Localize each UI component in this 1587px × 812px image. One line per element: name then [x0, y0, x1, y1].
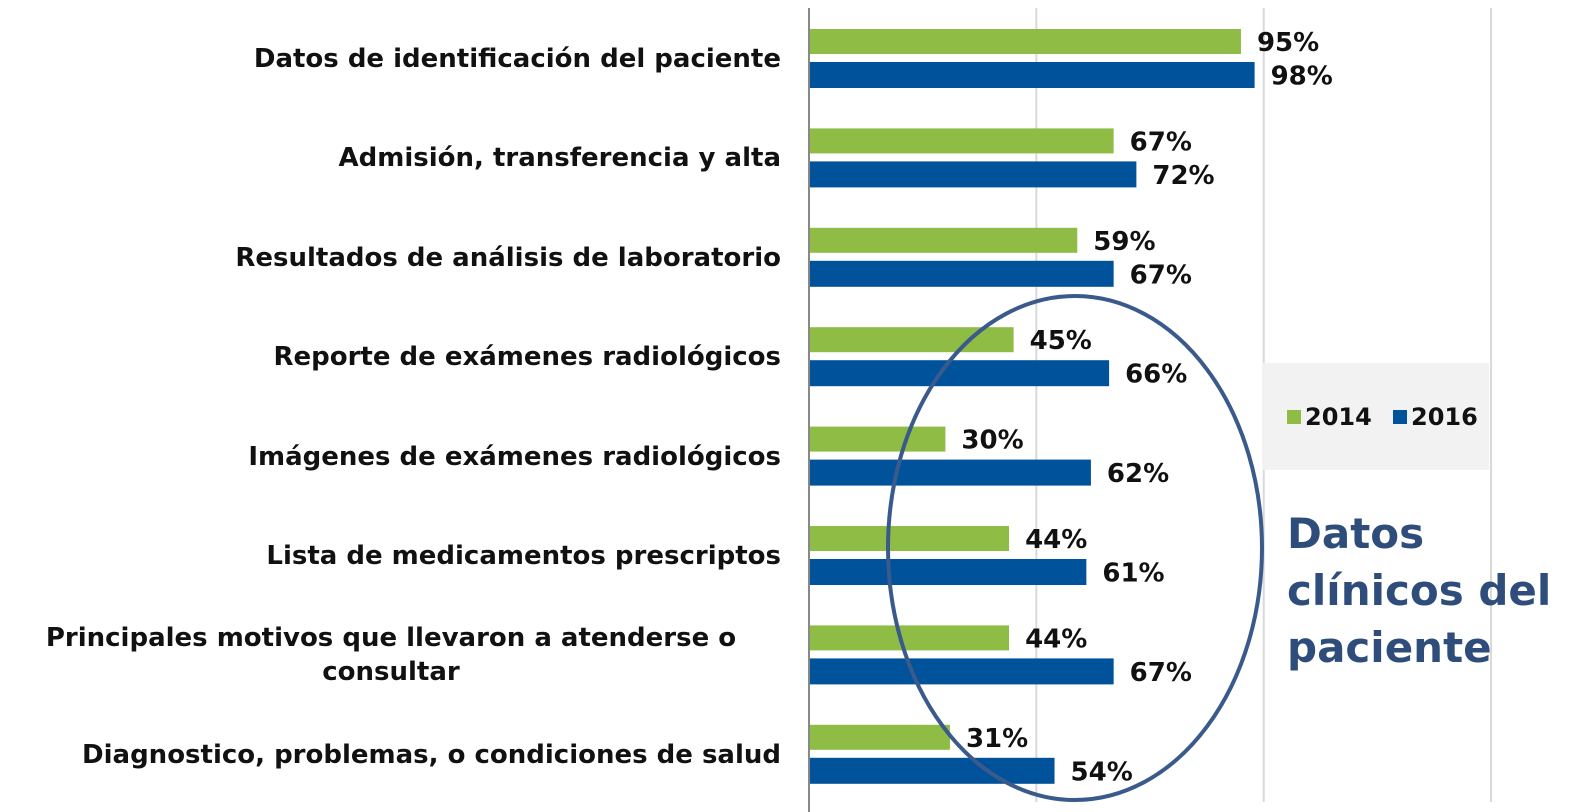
value-label: 95% — [1257, 28, 1319, 58]
category-label: Reporte de exámenes radiológicos — [273, 342, 781, 373]
legend-label: 2014 — [1305, 403, 1372, 431]
category-label: Imágenes de exámenes radiológicos — [248, 441, 781, 472]
bar — [809, 658, 1114, 685]
category-label: Lista de medicamentos prescriptos — [266, 541, 781, 571]
value-label: 67% — [1130, 658, 1192, 688]
highlight-ellipse — [886, 294, 1264, 802]
value-label: 44% — [1025, 624, 1087, 654]
bar — [809, 128, 1114, 154]
bar — [809, 757, 1055, 784]
value-label: 54% — [1071, 757, 1133, 787]
legend-swatch — [1287, 410, 1301, 424]
value-label: 30% — [961, 426, 1023, 456]
value-label: 66% — [1125, 360, 1187, 390]
bar — [809, 559, 1087, 585]
bar — [809, 426, 946, 452]
category-label-box: Lista de medicamentos prescriptos — [1, 539, 781, 573]
value-label: 62% — [1107, 459, 1169, 489]
bar — [809, 29, 1241, 54]
category-label-box: Imágenes de exámenes radiológicos — [1, 440, 781, 474]
bar — [809, 161, 1137, 188]
bar — [809, 459, 1091, 486]
legend-swatch — [1393, 410, 1407, 424]
value-label: 67% — [1130, 127, 1192, 157]
value-label: 67% — [1130, 260, 1192, 290]
value-label: 72% — [1152, 161, 1214, 191]
category-label-box: Resultados de análisis de laboratorio — [1, 241, 781, 275]
legend-label: 2016 — [1411, 403, 1478, 431]
category-label-box: Admisión, transferencia y alta — [1, 141, 781, 175]
category-label-box: Diagnostico, problemas, o condiciones de… — [1, 738, 781, 772]
value-label: 59% — [1093, 227, 1155, 257]
category-label: Datos de identificación del paciente — [253, 44, 781, 74]
category-label: Resultados de análisis de laboratorio — [235, 242, 781, 273]
bar — [809, 625, 1010, 651]
category-label: Admisión, transferencia y alta — [338, 143, 781, 174]
bar — [809, 260, 1114, 287]
bar — [809, 360, 1110, 387]
category-label: Diagnostico, problemas, o condiciones de… — [82, 739, 781, 770]
category-label: Principales motivos que llevaron a atend… — [45, 623, 737, 688]
category-label-box: Datos de identificación del paciente — [1, 42, 781, 76]
bar — [809, 227, 1078, 253]
bar — [809, 724, 950, 750]
value-label: 98% — [1271, 62, 1333, 92]
bar — [809, 526, 1010, 551]
bar — [809, 62, 1255, 88]
category-label-box: Principales motivos que llevaron a atend… — [1, 621, 781, 689]
value-label: 61% — [1102, 559, 1164, 589]
annotation: Datos clínicos del paciente — [1287, 509, 1552, 672]
value-label: 45% — [1030, 326, 1092, 356]
value-label: 44% — [1025, 525, 1087, 555]
category-label-box: Reporte de exámenes radiológicos — [1, 340, 781, 374]
value-label: 31% — [966, 724, 1028, 754]
